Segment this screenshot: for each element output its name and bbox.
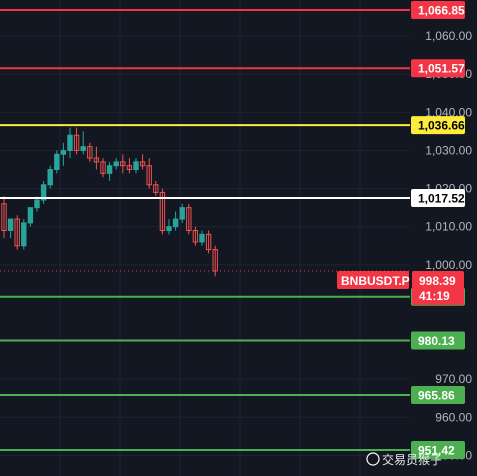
horizontal-levels — [0, 9, 410, 451]
candle-body — [34, 199, 40, 209]
candle-body — [212, 249, 218, 272]
candle-body — [87, 146, 93, 159]
level-label-bg — [411, 189, 465, 208]
candle-body — [186, 207, 192, 232]
level-label-bg — [411, 441, 465, 459]
candle-body — [7, 218, 14, 232]
candle-body — [179, 207, 185, 220]
level-label: 1,017.52 — [418, 192, 465, 206]
candle-body — [172, 218, 179, 228]
candle-body — [40, 184, 47, 201]
candle-body — [47, 169, 53, 186]
level-label-bg — [411, 59, 465, 78]
candle-body — [133, 161, 139, 171]
level-label-bg — [411, 331, 465, 350]
candle-body — [60, 149, 67, 155]
candle-body — [27, 207, 34, 224]
candle-body — [192, 230, 199, 243]
watermark-icon — [366, 452, 380, 466]
candle-body — [205, 233, 212, 251]
last-price-value: 998.39 — [419, 274, 456, 288]
last-price-badge: BNBUSDT.P 998.39 41:19 — [337, 271, 464, 305]
candle-body — [113, 161, 119, 167]
bar-countdown: 41:19 — [419, 289, 450, 303]
last-price-badge-bg — [412, 271, 464, 305]
price-tick-label: 1,030.00 — [425, 143, 472, 157]
candle-body — [126, 165, 133, 171]
level-label: 1,066.85 — [418, 4, 465, 18]
candle-body — [1, 203, 7, 232]
level-label: 951.42 — [418, 444, 455, 458]
level-label: 1,051.57 — [418, 62, 465, 76]
candle-body — [80, 146, 86, 151]
candle-body — [106, 165, 113, 174]
symbol-label: BNBUSDT.P — [341, 274, 410, 288]
price-tick-label: 1,000.00 — [425, 258, 472, 272]
price-tick-label: 970.00 — [435, 372, 472, 386]
level-label: 1,036.66 — [418, 119, 465, 133]
level-label-bg — [411, 116, 465, 135]
level-label-bg — [411, 1, 465, 19]
watermark: 交易员猴子 — [366, 452, 442, 467]
level-label: 980.13 — [418, 334, 455, 348]
level-label-bg — [411, 385, 465, 404]
candle-body — [120, 161, 126, 167]
candle-body — [93, 157, 100, 163]
candle-body — [54, 153, 60, 171]
candle-body — [14, 218, 20, 247]
candle-body — [146, 165, 152, 186]
candle-body — [100, 161, 106, 174]
candle-body — [67, 134, 73, 151]
candle-body — [199, 233, 205, 243]
candles — [1, 127, 218, 277]
watermark-text: 交易员猴子 — [382, 452, 442, 467]
symbol-badge-bg — [337, 271, 409, 289]
grid-lines — [0, 0, 410, 476]
price-tick-label: 1,040.00 — [425, 105, 472, 119]
candle-body — [139, 161, 146, 167]
level-label: 965.86 — [418, 388, 455, 402]
price-tick-label: 1,010.00 — [425, 220, 472, 234]
price-tick-label: 960.00 — [435, 410, 472, 424]
candle-body — [73, 134, 80, 151]
candle-body — [166, 226, 172, 232]
candle-body — [21, 222, 27, 247]
price-tick-label: 1,060.00 — [425, 29, 472, 43]
candle-body — [153, 184, 159, 193]
candle-body — [159, 191, 166, 232]
